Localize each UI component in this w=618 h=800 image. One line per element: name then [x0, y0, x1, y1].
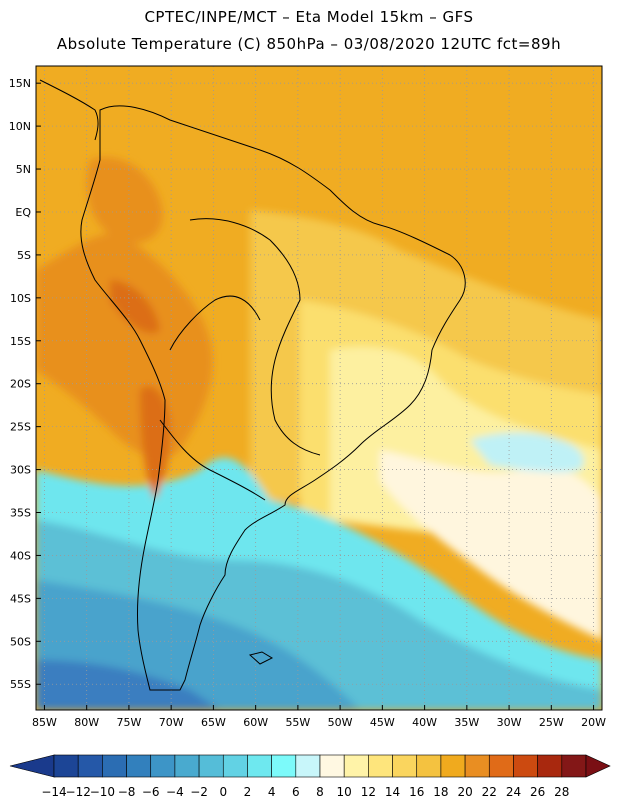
longitude-axis: 85W 80W 75W 70W 65W 60W 55W 50W 45W 40W 35W 30W 25W 2…	[32, 705, 606, 729]
colorbar-cell	[150, 754, 176, 778]
field-cream	[380, 450, 602, 640]
colorbar-label: 0	[219, 785, 227, 799]
colorbar-low-extend	[9, 754, 55, 778]
andes-border	[169, 295, 261, 351]
colorbar-label: −14	[41, 785, 66, 799]
lat-tick-label: 10N	[9, 120, 31, 133]
lon-tick-label: 20W	[581, 716, 606, 729]
colorbar-cell	[537, 754, 563, 778]
colorbar-label: 18	[433, 785, 448, 799]
lat-tick-label: 15N	[9, 77, 31, 90]
lon-tick-label: 65W	[201, 716, 226, 729]
colorbar-cell	[392, 754, 418, 778]
lat-tick-label: 20S	[10, 378, 31, 391]
colorbar-label: 8	[316, 785, 324, 799]
falklands	[248, 651, 274, 665]
lat-tick-label: 5S	[17, 249, 31, 262]
colorbar-cell	[416, 754, 442, 778]
colorbar-label: 4	[268, 785, 276, 799]
lon-tick-label: 40W	[412, 716, 437, 729]
colorbar-label: −12	[66, 785, 91, 799]
colorbar-cell	[174, 754, 200, 778]
colorbar-cell	[319, 754, 345, 778]
colorbar-label: −4	[166, 785, 184, 799]
lon-tick-label: 80W	[74, 716, 99, 729]
colorbar-label: 2	[244, 785, 252, 799]
field-red-orange-peru	[110, 280, 160, 334]
chart-title-line-2: Absolute Temperature (C) 850hPa – 03/08/…	[56, 35, 562, 53]
lon-tick-label: 45W	[370, 716, 395, 729]
lat-tick-label: 55S	[10, 678, 31, 691]
colorbar-cell	[247, 754, 272, 778]
brazil-border	[189, 218, 321, 456]
colorbar: −14−12−10 −8 −6 −4 −2 0 2 4 6 8 10 12 14 16 18 20 22 24 26…	[9, 754, 611, 799]
latitude-axis: 15N 10N 5N EQ 5S 10S 15S 20S 25S 30S 35S 40S 45S 50S 5…	[9, 77, 41, 691]
lat-tick-label: EQ	[15, 206, 31, 219]
lon-tick-label: 50W	[328, 716, 353, 729]
colorbar-label: 22	[482, 785, 497, 799]
colorbar-cell	[53, 754, 79, 778]
colorbar-cell	[561, 754, 587, 778]
colorbar-cell	[222, 754, 248, 778]
colorbar-label: −6	[142, 785, 160, 799]
colorbar-label: 14	[385, 785, 400, 799]
colorbar-label: −10	[90, 785, 115, 799]
colorbar-label: −2	[190, 785, 208, 799]
colorbar-cell	[77, 754, 103, 778]
colorbar-cell	[464, 754, 490, 778]
lat-tick-label: 40S	[10, 549, 31, 562]
lat-tick-label: 5N	[16, 163, 31, 176]
colorbar-cell	[368, 754, 393, 778]
south-america-coastline	[80, 105, 466, 691]
plot-frame	[35, 65, 603, 711]
colorbar-label: 10	[337, 785, 352, 799]
colorbar-label: −8	[118, 785, 136, 799]
colorbar-label: 6	[292, 785, 300, 799]
lon-tick-label: 30W	[497, 716, 522, 729]
colorbar-cell	[271, 754, 297, 778]
colorbar-high-extend	[585, 754, 611, 778]
lon-tick-label: 85W	[32, 716, 57, 729]
lat-tick-label: 15S	[10, 335, 31, 348]
colorbar-label: 28	[554, 785, 569, 799]
field-cold-deep	[36, 660, 220, 710]
lon-tick-label: 25W	[539, 716, 564, 729]
colorbar-cell	[513, 754, 538, 778]
argentina-border	[159, 419, 266, 501]
lon-tick-label: 60W	[243, 716, 268, 729]
lon-tick-label: 35W	[454, 716, 479, 729]
colorbar-label: 16	[409, 785, 424, 799]
gridlines	[36, 66, 602, 710]
lon-tick-label: 55W	[285, 716, 310, 729]
lat-tick-label: 50S	[10, 635, 31, 648]
colorbar-label: 26	[530, 785, 545, 799]
chart-title-line-1: CPTEC/INPE/MCT – Eta Model 15km – GFS	[144, 8, 474, 26]
temperature-field	[36, 66, 602, 710]
colorbar-cell	[440, 754, 466, 778]
field-dark-orange-andes	[36, 233, 213, 459]
colorbar-cell	[102, 754, 127, 778]
lat-tick-label: 25S	[10, 421, 31, 434]
lat-tick-label: 10S	[10, 292, 31, 305]
lat-tick-label: 35S	[10, 507, 31, 520]
field-pale-cyan-patch	[470, 432, 584, 473]
colorbar-label: 20	[457, 785, 472, 799]
field-red-orange-chile	[140, 386, 171, 500]
colorbar-cell	[295, 754, 321, 778]
colorbar-label: 24	[506, 785, 521, 799]
colorbar-cell	[343, 754, 369, 778]
colorbar-cell	[126, 754, 152, 778]
field-dark-orange-north	[86, 157, 163, 243]
colorbar-label: 12	[361, 785, 376, 799]
lat-tick-label: 45S	[10, 592, 31, 605]
lon-tick-label: 70W	[159, 716, 184, 729]
colorbar-cell	[488, 754, 514, 778]
lat-tick-label: 30S	[10, 464, 31, 477]
lon-tick-label: 75W	[116, 716, 141, 729]
central-america-coast	[39, 79, 99, 141]
coastline-borders	[39, 79, 466, 691]
colorbar-cell	[198, 754, 224, 778]
